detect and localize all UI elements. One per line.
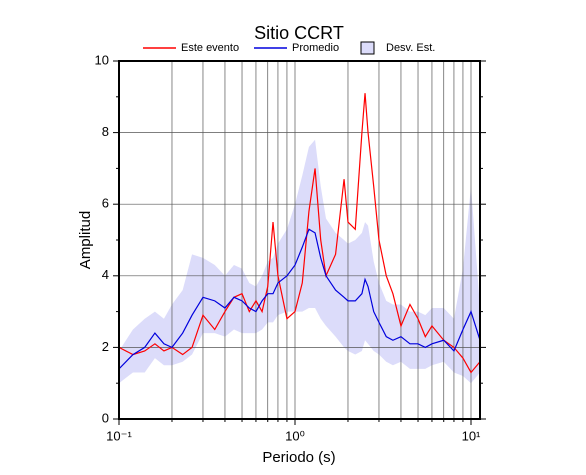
y-tick-label: 0	[102, 410, 109, 425]
x-axis-label: Periodo (s)	[262, 449, 335, 466]
chart-title: Sitio CCRT	[254, 23, 344, 43]
y-axis-label: Amplitud	[77, 211, 94, 269]
legend-label: Desv. Est.	[386, 42, 435, 54]
x-tick-label: 10⁰	[285, 428, 305, 443]
y-tick-label: 4	[102, 267, 109, 282]
y-tick-label: 6	[102, 196, 109, 211]
legend-label: Promedio	[292, 42, 339, 54]
x-tick-label: 10⁻¹	[106, 428, 132, 443]
y-tick-label: 2	[102, 339, 109, 354]
x-tick-label: 10¹	[462, 428, 481, 443]
y-tick-label: 8	[102, 124, 109, 139]
legend-swatch	[360, 41, 375, 55]
y-tick-label: 10	[95, 52, 109, 67]
series-line	[118, 228, 481, 370]
legend-label: Este evento	[181, 42, 239, 54]
series-line	[118, 93, 481, 374]
